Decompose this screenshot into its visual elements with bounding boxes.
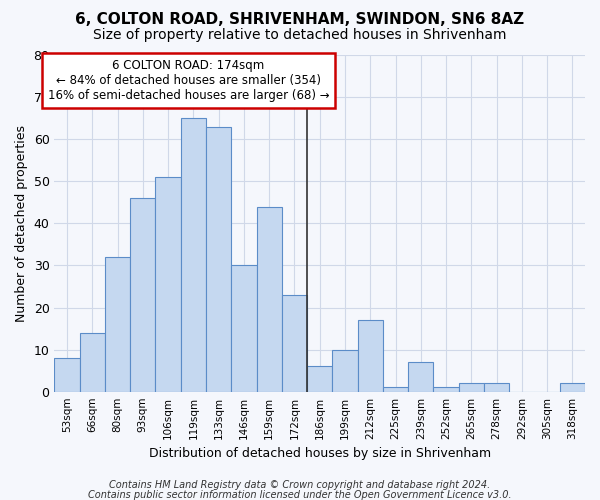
Bar — [181, 118, 206, 392]
Bar — [458, 384, 484, 392]
Bar — [55, 358, 80, 392]
Bar — [206, 126, 231, 392]
Bar — [408, 362, 433, 392]
Bar — [105, 257, 130, 392]
Bar — [130, 198, 155, 392]
Y-axis label: Number of detached properties: Number of detached properties — [15, 125, 28, 322]
Bar — [560, 384, 585, 392]
Bar — [332, 350, 358, 392]
Bar — [433, 388, 458, 392]
Bar — [358, 320, 383, 392]
Bar — [307, 366, 332, 392]
Bar — [282, 295, 307, 392]
Text: Contains public sector information licensed under the Open Government Licence v3: Contains public sector information licen… — [88, 490, 512, 500]
Bar — [257, 206, 282, 392]
Text: 6, COLTON ROAD, SHRIVENHAM, SWINDON, SN6 8AZ: 6, COLTON ROAD, SHRIVENHAM, SWINDON, SN6… — [76, 12, 524, 28]
Text: Contains HM Land Registry data © Crown copyright and database right 2024.: Contains HM Land Registry data © Crown c… — [109, 480, 491, 490]
Bar — [155, 177, 181, 392]
Bar — [383, 388, 408, 392]
Bar — [484, 384, 509, 392]
Text: 6 COLTON ROAD: 174sqm
← 84% of detached houses are smaller (354)
16% of semi-det: 6 COLTON ROAD: 174sqm ← 84% of detached … — [47, 59, 329, 102]
Text: Size of property relative to detached houses in Shrivenham: Size of property relative to detached ho… — [93, 28, 507, 42]
X-axis label: Distribution of detached houses by size in Shrivenham: Distribution of detached houses by size … — [149, 447, 491, 460]
Bar — [231, 266, 257, 392]
Bar — [80, 333, 105, 392]
